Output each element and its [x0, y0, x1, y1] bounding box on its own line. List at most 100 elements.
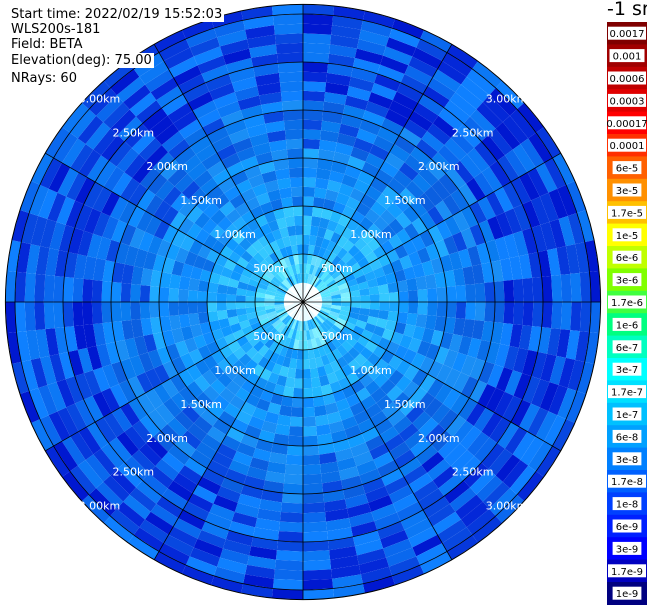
- heatmap-cell: [303, 292, 305, 302]
- heatmap-cell: [389, 28, 421, 48]
- heatmap-cell: [267, 282, 279, 291]
- heatmap-cell: [297, 273, 301, 284]
- heatmap-cell: [200, 177, 219, 195]
- heatmap-cell: [150, 503, 179, 527]
- heatmap-cell: [303, 42, 331, 54]
- heatmap-cell: [231, 359, 246, 374]
- heatmap-cell: [366, 315, 379, 326]
- heatmap-cell: [133, 335, 148, 356]
- colorbar-label-bg: [612, 362, 642, 376]
- heatmap-cell: [519, 403, 540, 432]
- heatmap-cell: [353, 410, 371, 425]
- heatmap-cell: [248, 335, 261, 347]
- heatmap-cell: [519, 172, 540, 201]
- heatmap-cell: [394, 344, 409, 360]
- heatmap-cell: [520, 138, 545, 168]
- heatmap-cell: [39, 158, 62, 189]
- heatmap-cell: [436, 286, 447, 302]
- heatmap-cell: [240, 433, 259, 449]
- heatmap-cell: [552, 419, 575, 451]
- heatmap-cell: [356, 39, 387, 56]
- heatmap-cell: [330, 290, 341, 297]
- heatmap-cell: [467, 147, 490, 173]
- colorbar-label-bg: [608, 138, 646, 152]
- field-label: Field: BETA: [11, 37, 85, 52]
- heatmap-cell: [292, 206, 303, 217]
- heatmap-cell: [276, 375, 288, 387]
- heatmap-cell: [392, 18, 425, 39]
- heatmap-cell: [417, 340, 431, 357]
- heatmap-cell: [326, 72, 351, 87]
- heatmap-cell: [560, 302, 572, 331]
- heatmap-cell: [314, 405, 327, 417]
- heatmap-cell: [329, 44, 357, 58]
- heatmap-cell: [532, 302, 543, 328]
- heatmap-cell: [180, 234, 195, 252]
- colorbar-tick-label: 6e-9: [616, 522, 639, 533]
- heatmap-cell: [350, 146, 370, 162]
- heatmap-cell: [382, 401, 400, 419]
- heatmap-cell: [272, 14, 303, 26]
- heatmap-cell: [322, 273, 332, 283]
- heatmap-cell: [173, 110, 198, 132]
- heatmap-cell: [153, 364, 170, 384]
- heatmap-cell: [159, 38, 190, 61]
- heatmap-cell: [452, 372, 470, 394]
- heatmap-cell: [411, 352, 426, 370]
- heatmap-cell: [142, 473, 168, 497]
- heatmap-cell: [369, 258, 382, 271]
- heatmap-cell: [219, 39, 250, 56]
- azimuth-spokes: [5, 4, 601, 600]
- heatmap-cell: [489, 87, 518, 116]
- heatmap-cell: [261, 321, 272, 331]
- heatmap-cell: [303, 302, 305, 312]
- heatmap-cell: [383, 46, 413, 66]
- heatmap-cell: [216, 443, 237, 460]
- heatmap-cell: [216, 557, 248, 575]
- heatmap-cell: [376, 394, 393, 411]
- heatmap-cell: [549, 355, 566, 386]
- heatmap-cell: [287, 307, 296, 315]
- heatmap-cell: [278, 521, 303, 533]
- heatmap-cell: [384, 152, 405, 170]
- heatmap-cell: [360, 347, 373, 360]
- heatmap-cell: [540, 221, 557, 251]
- heatmap-cell: [244, 262, 257, 274]
- heatmap-cell: [83, 370, 102, 396]
- heatmap-cell: [303, 569, 333, 581]
- heatmap-cell: [234, 86, 260, 102]
- heatmap-cell: [531, 224, 548, 253]
- colorbar-title: -1 sr: [607, 0, 647, 20]
- heatmap-cell: [551, 302, 563, 330]
- range-ring-label: 2.00km: [418, 432, 460, 445]
- heatmap-cell: [19, 391, 40, 424]
- heatmap-cell: [522, 349, 538, 377]
- heatmap-cell: [291, 329, 298, 340]
- heatmap-cell: [203, 385, 220, 402]
- heatmap-cell: [295, 283, 301, 294]
- heatmap-cell: [291, 397, 303, 408]
- heatmap-cell: [162, 360, 179, 379]
- heatmap-cell: [160, 159, 181, 180]
- heatmap-cell: [310, 318, 318, 329]
- heatmap-cell: [102, 322, 116, 344]
- heatmap-cell: [43, 302, 55, 330]
- heatmap-cell: [510, 399, 532, 427]
- heatmap-cell: [184, 457, 207, 477]
- heatmap-cell: [402, 205, 420, 223]
- heatmap-cell: [85, 454, 111, 482]
- heatmap-cell: [194, 212, 211, 229]
- heatmap-cell: [303, 330, 308, 341]
- colorbar-label-bg: [608, 71, 646, 85]
- heatmap-cell: [503, 233, 519, 259]
- heatmap-cell: [218, 317, 230, 329]
- heatmap-cell: [413, 102, 439, 124]
- heatmap-cell: [314, 236, 324, 248]
- heatmap-cell: [168, 444, 191, 466]
- heatmap-cell: [395, 375, 412, 392]
- heatmap-cell: [535, 162, 558, 193]
- heatmap-cell: [320, 384, 333, 396]
- heatmap-cell: [231, 230, 246, 245]
- heatmap-cell: [311, 216, 321, 227]
- heatmap-cell: [312, 299, 323, 302]
